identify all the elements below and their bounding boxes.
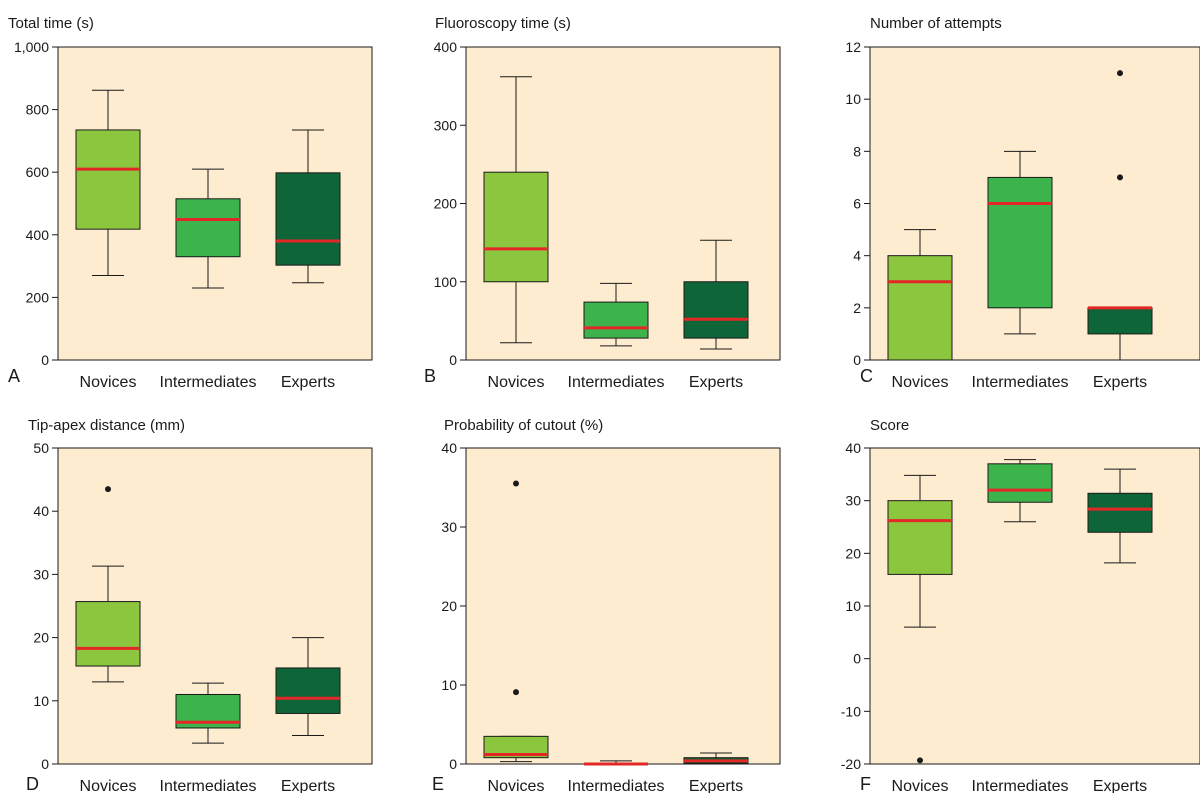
panel-a-ytick-label: 200 (26, 289, 50, 305)
panel-e-plot-area (465, 447, 781, 765)
panel-f-ytick-label: -20 (841, 756, 861, 772)
panel-f-intermediates-box (987, 463, 1053, 503)
panel-e: Probability of cutout (%) E0 10 20 30 40 Novic… (432, 417, 781, 793)
panel-e-novices-box (483, 735, 549, 759)
panel-a-intermediates-box (175, 198, 241, 258)
panel-e-ytick-label: 0 (449, 756, 457, 772)
panel-a-letter: A (8, 366, 20, 386)
panel-b-intermediates-box (583, 301, 649, 339)
panel-d-novices-outlier (105, 486, 111, 493)
panel-c-category-label: Experts (1093, 374, 1147, 391)
panel-a-novices-box (75, 129, 141, 230)
panel-c-ytick-label: 10 (845, 91, 861, 107)
panel-a-category-label: Intermediates (160, 374, 257, 391)
panel-a-ytick-label: 800 (26, 102, 50, 118)
panel-b-novices-box (483, 171, 549, 283)
panel-c-title: Number of attempts (870, 15, 1002, 32)
panel-c-ytick-label: 4 (853, 248, 861, 264)
panel-b-ytick-label: 400 (434, 39, 458, 55)
panel-d-ytick-label: 40 (33, 503, 49, 519)
panel-c-experts-outlier (1117, 70, 1123, 77)
panel-b-category-label: Experts (689, 374, 743, 391)
panel-f-ytick-label: 10 (845, 598, 861, 614)
panel-d-category-label: Experts (281, 778, 335, 793)
panel-f-ytick-label: 30 (845, 493, 861, 509)
panel-b-ytick-label: 100 (434, 274, 458, 290)
panel-f-novices-outlier (917, 757, 923, 764)
panel-f-ytick-label: 0 (853, 651, 861, 667)
panel-b-ytick-label: 200 (434, 196, 458, 212)
panel-f-letter: F (860, 774, 871, 793)
panel-b-experts-box (683, 281, 749, 339)
panel-c-category-label: Novices (892, 374, 949, 391)
panel-e-title: Probability of cutout (%) (444, 417, 603, 434)
panel-d-novices-box (75, 601, 141, 667)
panel-c-experts-box (1087, 307, 1153, 335)
panel-f-category-label: Intermediates (972, 778, 1069, 793)
panel-e-category-label: Experts (689, 778, 743, 793)
panel-b-category-label: Intermediates (568, 374, 665, 391)
panel-a: Total time (s) A 0 200 400 600 800 1,000 Novices… (8, 15, 373, 391)
panel-a-ytick-label: 0 (41, 352, 49, 368)
panel-d-ytick-label: 30 (33, 566, 49, 582)
panel-f-experts-box (1087, 492, 1153, 533)
panel-e-category-label: Novices (488, 778, 545, 793)
panel-c-ytick-label: 6 (853, 196, 861, 212)
panel-c-ytick-label: 12 (845, 39, 861, 55)
panel-a-ytick-label: 600 (26, 164, 50, 180)
panel-b: Fluoroscopy time (s) B0 100 200 300 400 Novice… (424, 15, 781, 391)
panel-e-ytick-label: 10 (441, 677, 457, 693)
panel-f: Score F -20 -10 0 10 20 30 40 Novices Intermediate… (841, 417, 1200, 793)
panel-a-title: Total time (s) (8, 15, 94, 32)
panel-c: Number of attempts C0 2 4 6 8 10 12 Novices Inter… (845, 15, 1200, 391)
panel-b-letter: B (424, 366, 436, 386)
panel-b-category-label: Novices (488, 374, 545, 391)
panel-c-novices-box (887, 255, 953, 361)
panel-d: Tip-apex distance (mm) D0 10 20 30 40 50 Novice… (26, 417, 373, 793)
panel-d-ytick-label: 20 (33, 630, 49, 646)
panel-a-ytick-label: 1,000 (14, 39, 49, 55)
panel-f-novices-box (887, 500, 953, 575)
panel-d-category-label: Intermediates (160, 778, 257, 793)
panel-a-category-label: Novices (80, 374, 137, 391)
panel-d-title: Tip-apex distance (mm) (28, 417, 185, 434)
panel-f-ytick-label: -10 (841, 703, 861, 719)
panel-d-experts-box (275, 667, 341, 714)
panel-a-category-label: Experts (281, 374, 335, 391)
panel-e-novices-outlier (513, 480, 519, 487)
panel-c-intermediates-box (987, 176, 1053, 309)
panel-c-letter: C (860, 366, 873, 386)
panel-f-category-label: Novices (892, 778, 949, 793)
panel-d-letter: D (26, 774, 39, 793)
panel-e-ytick-label: 40 (441, 440, 457, 456)
panel-e-novices-outlier (513, 689, 519, 696)
panel-e-ytick-label: 20 (441, 598, 457, 614)
panel-d-ytick-label: 0 (41, 756, 49, 772)
panel-f-ytick-label: 20 (845, 545, 861, 561)
panel-a-ytick-label: 400 (26, 227, 50, 243)
panel-f-title: Score (870, 417, 909, 434)
panel-a-experts-box (275, 172, 341, 266)
panel-d-ytick-label: 50 (33, 440, 49, 456)
panel-b-title: Fluoroscopy time (s) (435, 15, 571, 32)
panel-c-experts-outlier (1117, 174, 1123, 181)
panel-d-category-label: Novices (80, 778, 137, 793)
panel-e-ytick-label: 30 (441, 519, 457, 535)
panel-e-letter: E (432, 774, 444, 793)
panel-b-ytick-label: 0 (449, 352, 457, 368)
panel-c-ytick-label: 2 (853, 300, 861, 316)
panel-f-category-label: Experts (1093, 778, 1147, 793)
panel-f-ytick-label: 40 (845, 440, 861, 456)
panel-e-category-label: Intermediates (568, 778, 665, 793)
panel-d-ytick-label: 10 (33, 693, 49, 709)
panel-c-ytick-label: 0 (853, 352, 861, 368)
panel-c-ytick-label: 8 (853, 143, 861, 159)
panel-c-category-label: Intermediates (972, 374, 1069, 391)
panel-b-ytick-label: 300 (434, 117, 458, 133)
